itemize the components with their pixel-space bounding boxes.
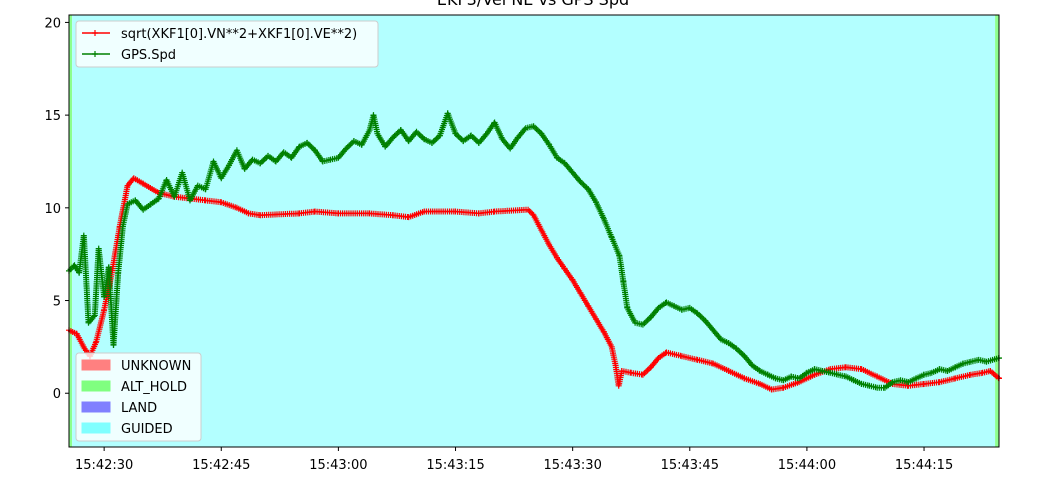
data-marker xyxy=(90,313,97,320)
series-legend: sqrt(XKF1[0].VN**2+XKF1[0].VE**2) GPS.Spd xyxy=(75,20,379,68)
mode-swatch xyxy=(81,401,111,413)
legend-label: GPS.Spd xyxy=(121,48,176,63)
legend-marker xyxy=(92,51,98,57)
data-marker xyxy=(521,126,528,133)
y-tick-label: 5 xyxy=(53,295,61,310)
y-tick-label: 15 xyxy=(44,109,61,124)
series-legend-box xyxy=(75,20,379,68)
plot-frame xyxy=(68,14,1000,448)
data-marker xyxy=(482,132,489,138)
mode-label: UNKNOWN xyxy=(121,359,191,374)
x-tick-label: 15:44:00 xyxy=(778,458,836,473)
mode-swatch xyxy=(81,359,111,371)
mode-band-alt-hold xyxy=(69,15,73,447)
mode-legend: UNKNOWN ALT_HOLD LAND GUIDED xyxy=(75,352,202,442)
x-tick-label: 15:42:30 xyxy=(75,458,133,473)
mode-label: LAND xyxy=(121,401,157,416)
mode-swatch xyxy=(81,422,111,434)
mode-legend-box xyxy=(75,352,202,442)
x-tick-label: 15:42:45 xyxy=(192,458,250,473)
x-tick-label: 15:43:15 xyxy=(426,458,484,473)
mode-band-alt-hold xyxy=(995,15,999,447)
legend-marker xyxy=(92,30,98,36)
chart-title: EKF3/Vel NE vs GPS Spd xyxy=(437,0,629,9)
legend-label: sqrt(XKF1[0].VN**2+XKF1[0].VE**2) xyxy=(121,27,357,42)
y-tick-label: 10 xyxy=(44,202,61,217)
mode-label: GUIDED xyxy=(121,422,173,437)
x-tick-label: 15:43:45 xyxy=(661,458,719,473)
mode-swatch xyxy=(81,380,111,392)
y-tick-label: 0 xyxy=(53,387,61,402)
data-marker xyxy=(388,135,395,142)
series-layer xyxy=(66,110,1002,393)
series-markers-1 xyxy=(66,110,1002,391)
x-tick-label: 15:44:15 xyxy=(895,458,953,473)
axes: 0 5 10 15 20 15:42:30 15:42:45 15:43:00 15:43:15… xyxy=(44,14,1000,473)
mode-label: ALT_HOLD xyxy=(121,380,187,395)
x-tick-label: 15:43:30 xyxy=(543,458,601,473)
y-tick-label: 20 xyxy=(44,16,61,31)
x-tick-label: 15:43:00 xyxy=(309,458,367,473)
